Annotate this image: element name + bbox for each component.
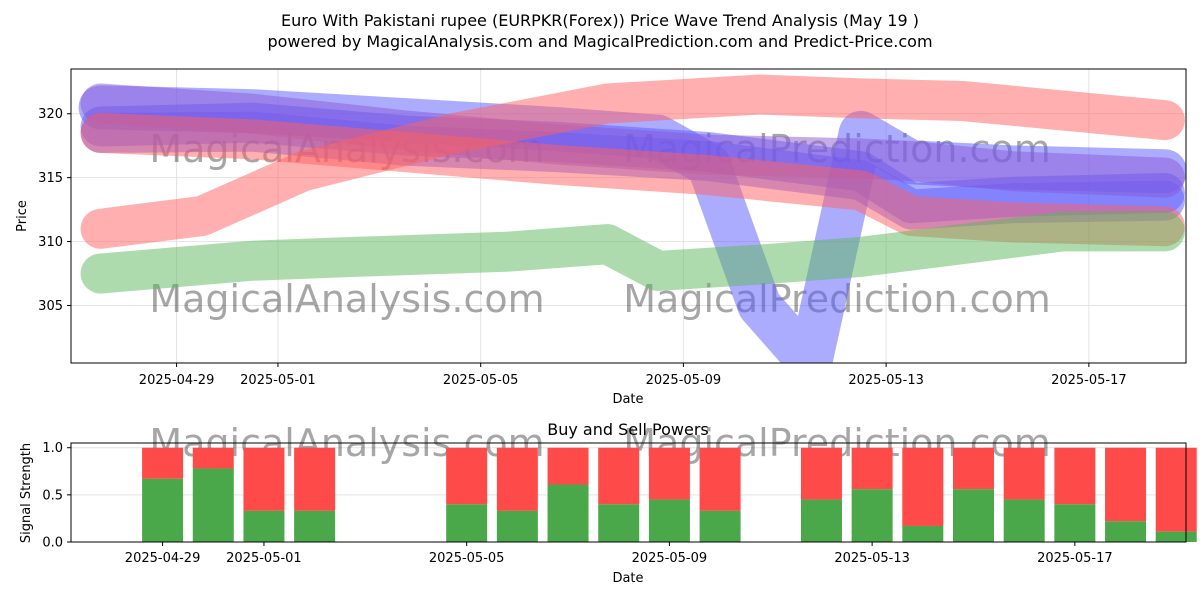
buy-power-bar	[1003, 499, 1045, 542]
buy-power-bar	[800, 499, 842, 542]
buy-power-bar	[902, 525, 944, 542]
signal-panel: Buy and Sell Powers MagicalAnalysis.com …	[19, 420, 1197, 586]
signal-x-tick-label: 2025-04-29	[125, 551, 201, 566]
price-wave-red-5	[80, 112, 1185, 247]
buy-power-bar	[142, 478, 184, 542]
price-x-axis-label: Date	[612, 392, 643, 407]
sell-power-bar	[1054, 447, 1096, 505]
price-y-tick-label: 315	[38, 171, 63, 186]
sell-power-bar	[598, 447, 640, 505]
sell-power-bar	[142, 447, 184, 479]
buy-power-bar	[547, 484, 589, 542]
buy-power-bar	[496, 510, 538, 542]
sell-power-bar	[952, 447, 994, 490]
sell-power-bar	[648, 447, 690, 500]
price-x-tick-label: 2025-05-09	[646, 373, 722, 388]
price-y-axis-label: Price	[15, 200, 30, 232]
chart-title-line1: Euro With Pakistani rupee (EURPKR(Forex)…	[281, 11, 919, 30]
signal-x-tick-label: 2025-05-01	[226, 551, 302, 566]
sell-power-bar	[699, 447, 741, 511]
buy-power-bar	[1054, 504, 1096, 542]
signal-y-axis-label: Signal Strength	[19, 443, 34, 543]
sell-power-bar	[294, 447, 336, 511]
price-y-tick-label: 305	[38, 299, 63, 314]
price-wave-purple-3	[80, 83, 1185, 198]
signal-x-tick-label: 2025-05-05	[429, 551, 505, 566]
signal-y-tick-label: 0.5	[42, 488, 63, 503]
price-x-tick-label: 2025-05-17	[1051, 373, 1127, 388]
price-watermark-left-lower: MagicalAnalysis.com	[149, 277, 544, 321]
sell-power-bar	[446, 447, 488, 505]
buy-power-bar	[1155, 531, 1197, 542]
buy-power-bar	[294, 510, 336, 542]
signal-y-tick-label: 0.0	[42, 536, 63, 551]
sell-power-bar	[547, 447, 589, 485]
buy-power-bar	[699, 510, 741, 542]
sell-power-bar	[1105, 447, 1147, 522]
sell-power-bar	[243, 447, 285, 511]
signal-panel-title: Buy and Sell Powers	[547, 420, 709, 439]
buy-power-bar	[648, 499, 690, 542]
sell-power-bar	[851, 447, 893, 490]
signal-x-tick-label: 2025-05-17	[1037, 551, 1113, 566]
signal-y-tick-label: 1.0	[42, 441, 63, 456]
buy-power-bar	[598, 504, 640, 542]
signal-x-tick-label: 2025-05-13	[834, 551, 910, 566]
price-panel: MagicalAnalysis.com MagicalPrediction.co…	[15, 68, 1187, 407]
buy-power-bar	[243, 510, 285, 542]
sell-power-bar	[800, 447, 842, 500]
buy-power-bar	[952, 489, 994, 542]
sell-power-bar	[496, 447, 538, 511]
buy-power-bar	[446, 504, 488, 542]
price-wave-green-6	[80, 211, 1185, 294]
price-x-tick-label: 2025-05-01	[240, 373, 316, 388]
price-wave-red-4	[80, 74, 1185, 249]
chart-title-line2: powered by MagicalAnalysis.com and Magic…	[267, 32, 932, 51]
buy-power-bar	[851, 489, 893, 542]
buy-power-bar	[192, 468, 234, 542]
price-y-tick-label: 320	[38, 107, 63, 122]
sell-power-bar	[1003, 447, 1045, 500]
price-y-tick-label: 310	[38, 235, 63, 250]
signal-x-tick-label: 2025-05-09	[632, 551, 708, 566]
buy-power-bar	[1105, 521, 1147, 542]
signal-x-axis-label: Date	[612, 571, 643, 586]
price-plot-frame	[70, 68, 1187, 364]
sell-power-bar	[1155, 447, 1197, 532]
signal-plot-frame	[70, 442, 1187, 543]
price-x-tick-label: 2025-05-13	[848, 373, 924, 388]
price-x-tick-label: 2025-05-05	[443, 373, 519, 388]
sell-power-bar	[902, 447, 944, 526]
sell-power-bar	[192, 447, 234, 469]
price-x-tick-label: 2025-04-29	[139, 373, 215, 388]
